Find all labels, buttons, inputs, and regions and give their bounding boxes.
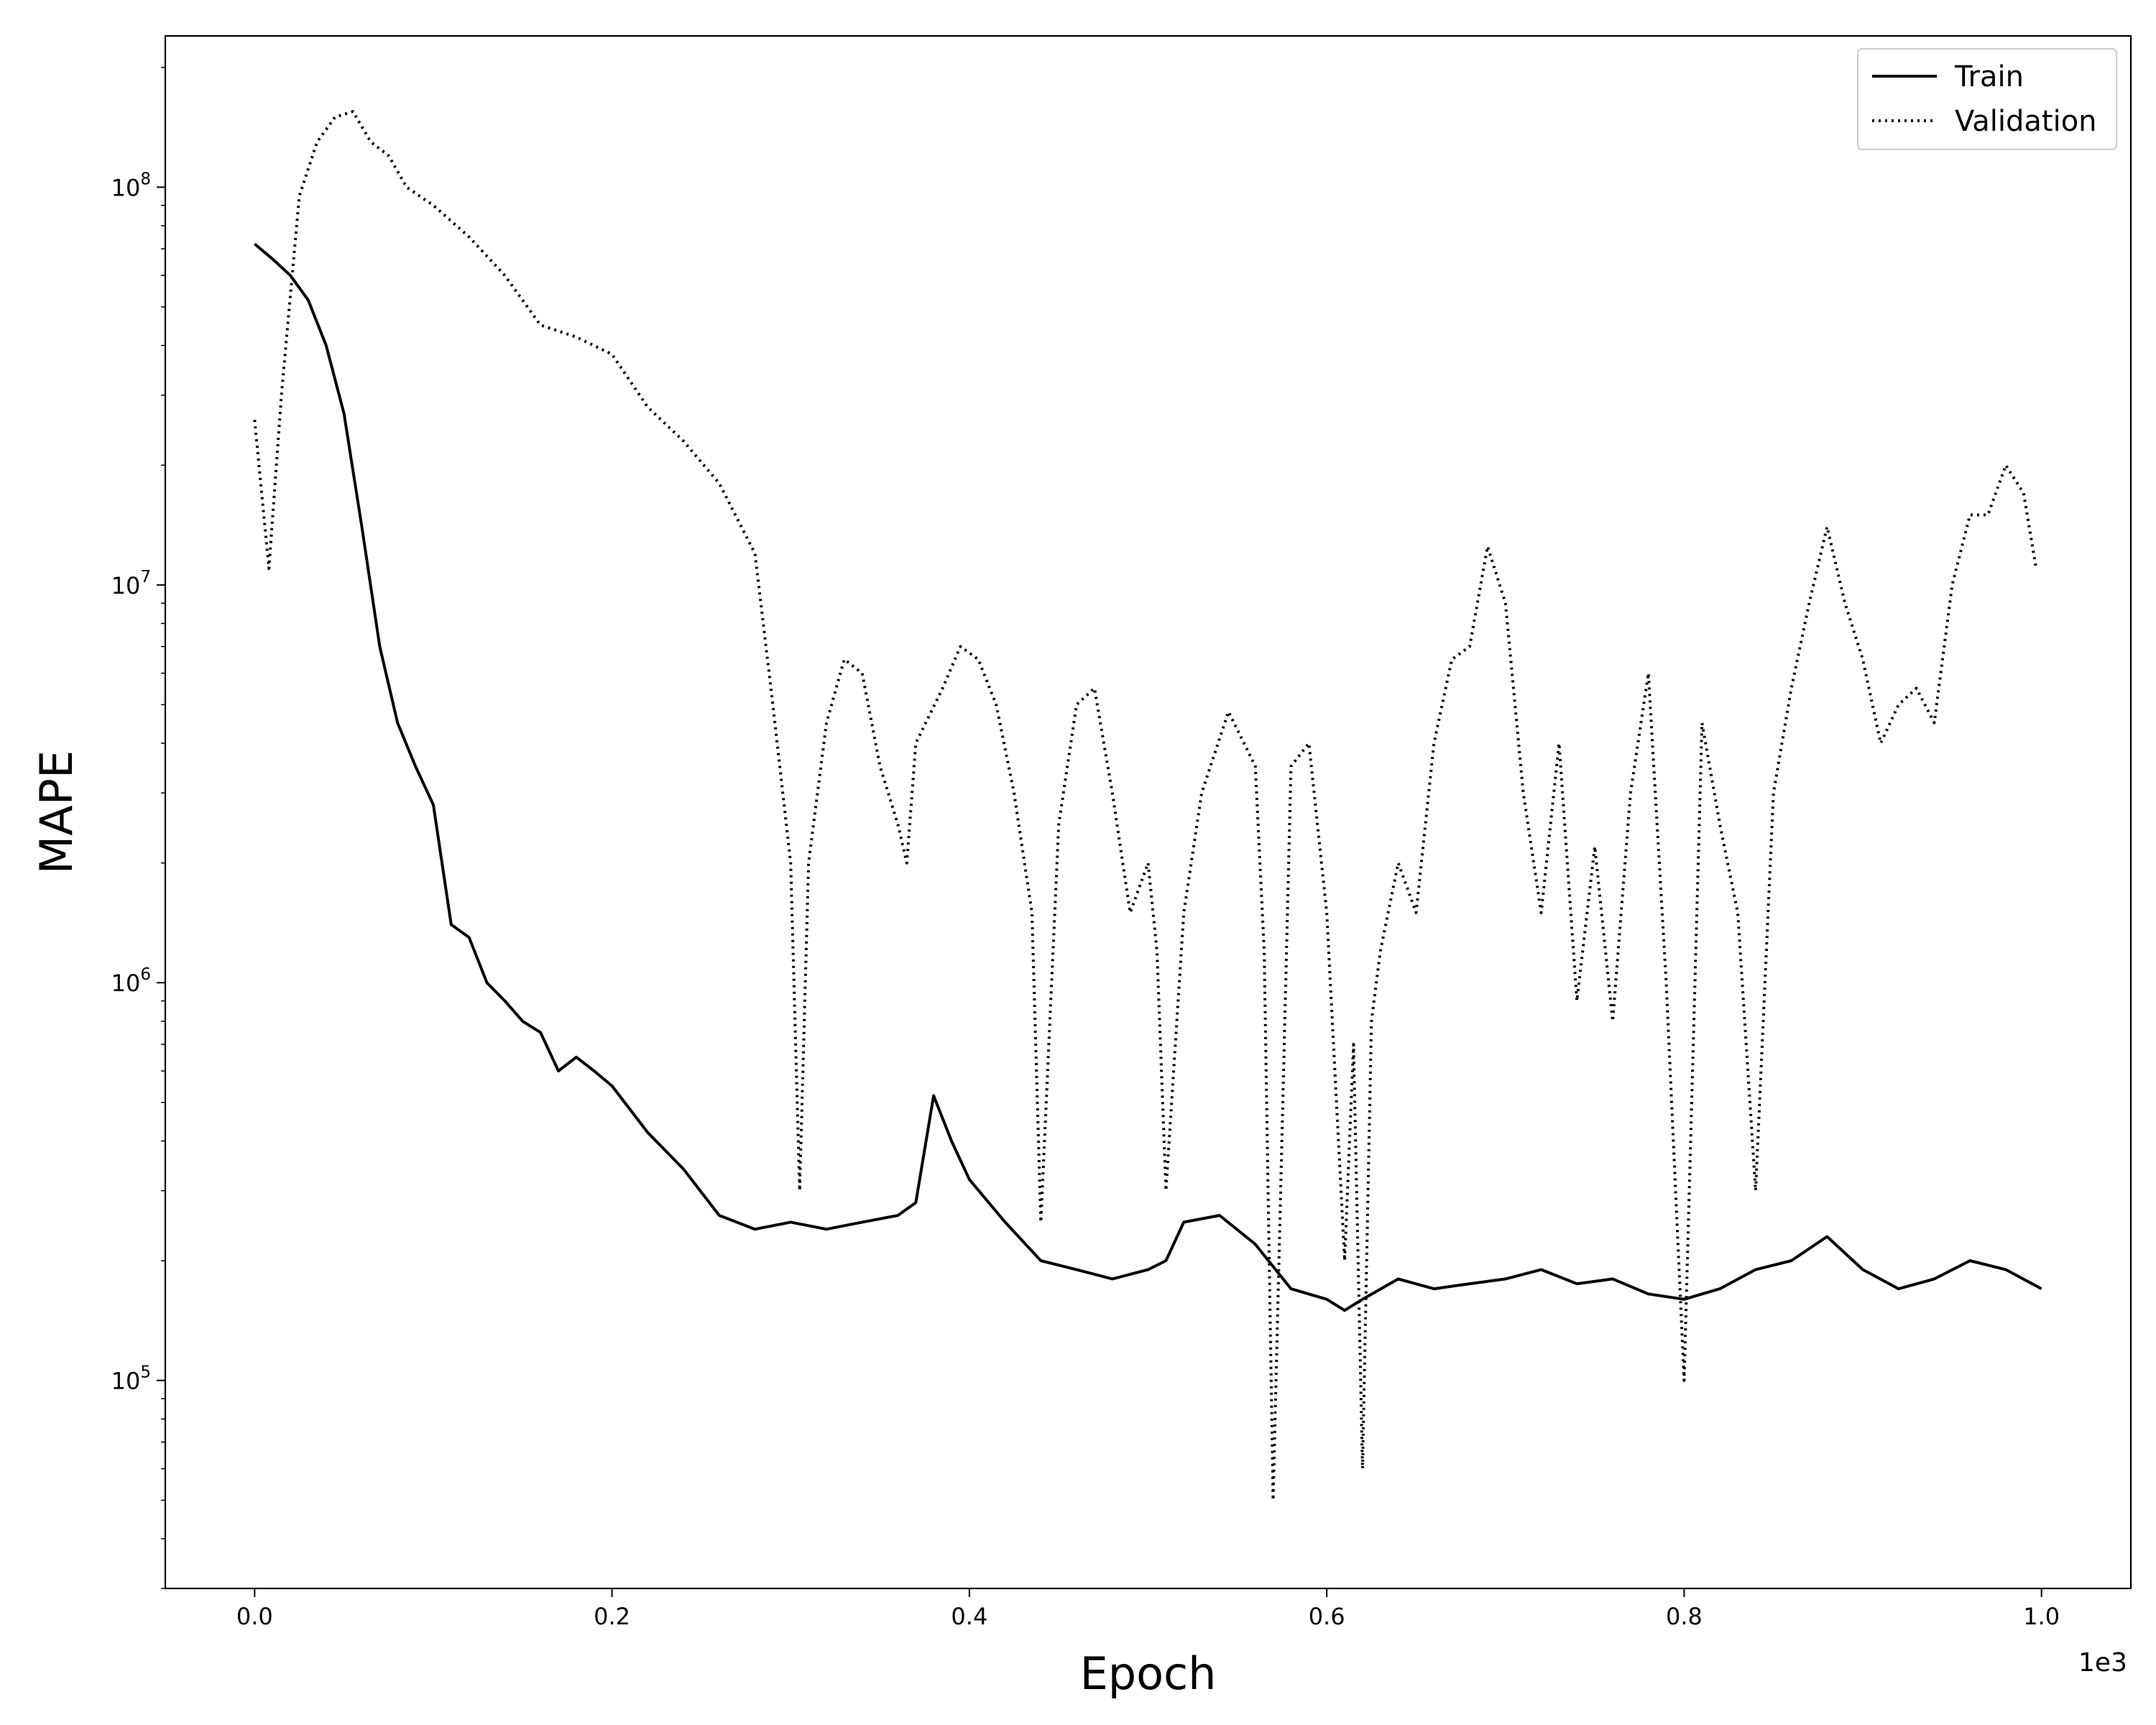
x-tick-label: 0.8 bbox=[1666, 1603, 1703, 1630]
x-tick-label: 0.2 bbox=[594, 1603, 630, 1630]
x-axis-label: Epoch bbox=[1080, 1647, 1217, 1700]
y-tick-label: 107 bbox=[111, 568, 151, 599]
x-tick-label: 0.0 bbox=[236, 1603, 273, 1630]
x-axis: 0.0 0.2 0.4 0.6 0.8 1.0 bbox=[236, 1588, 2060, 1630]
x-tick-label: 0.4 bbox=[951, 1603, 987, 1630]
plot-area-frame bbox=[164, 34, 2132, 1590]
x-tick-label: 1.0 bbox=[2023, 1603, 2060, 1630]
legend-box bbox=[1857, 48, 2117, 150]
x-tick-label: 0.6 bbox=[1309, 1603, 1345, 1630]
legend-label-validation: Validation bbox=[1955, 105, 2097, 138]
y-tick-label: 106 bbox=[111, 965, 151, 997]
y-tick-label: 105 bbox=[111, 1363, 151, 1395]
y-axis: 105 106 107 108 bbox=[111, 67, 165, 1589]
y-tick-label: 108 bbox=[111, 170, 151, 201]
legend: Train Validation bbox=[1857, 48, 2117, 150]
y-axis-label: MAPE bbox=[30, 750, 83, 874]
series-line-train bbox=[254, 242, 2042, 1312]
series-layer bbox=[253, 110, 2042, 1502]
x-axis-offset-label: 1e3 bbox=[2078, 1648, 2127, 1678]
legend-label-train: Train bbox=[1954, 60, 2024, 93]
